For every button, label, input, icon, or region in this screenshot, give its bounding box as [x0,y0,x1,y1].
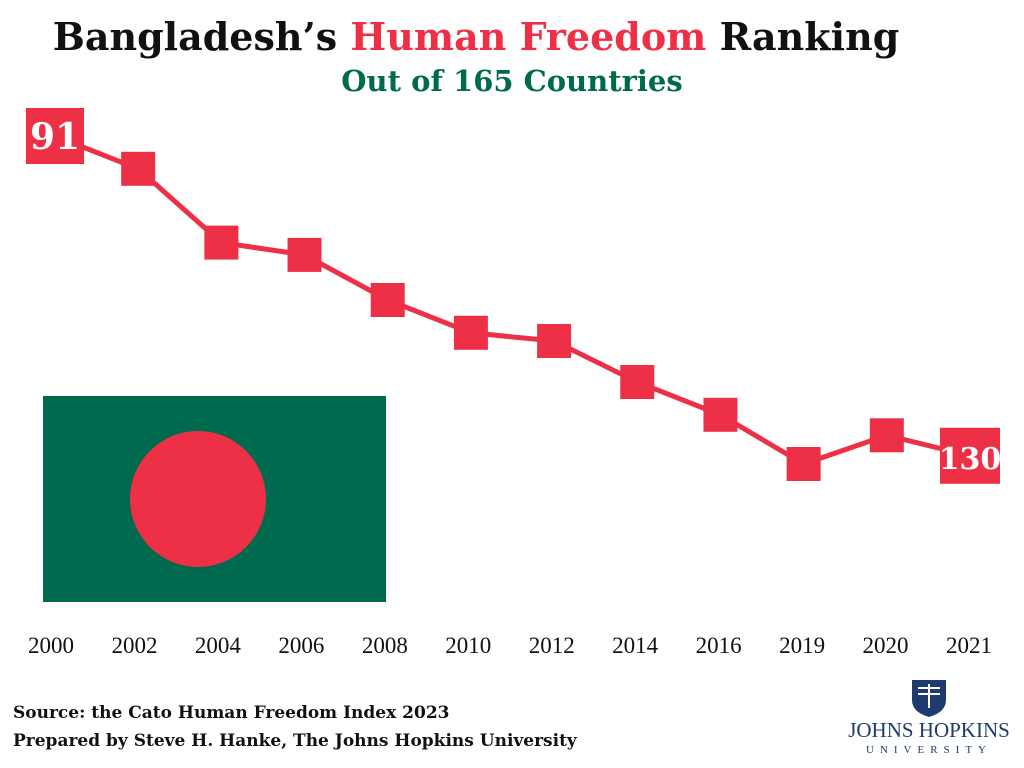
data-point-2014 [620,365,655,399]
x-tick-label-2004: 2004 [195,633,242,658]
title-part-1: Bangladesh’s [52,14,351,59]
x-tick-label-2008: 2008 [362,633,408,658]
x-tick-label-2010: 2010 [445,633,491,658]
x-tick-label-2019: 2019 [779,633,825,658]
data-point-2019 [786,447,821,481]
x-tick-label-2006: 2006 [278,633,324,658]
x-tick-label-2002: 2002 [111,633,157,658]
university-shield-icon [912,680,946,717]
data-point-2016 [703,397,738,432]
data-point-2000 [26,108,84,164]
x-tick-label-2012: 2012 [529,633,575,658]
x-axis-ticks: 2000 2002 2004 2006 2008 2010 2012 2014 2016 2019… [28,633,992,658]
x-tick-label-2021: 2021 [946,633,992,658]
logo-subtitle: UNIVERSITY [866,744,992,756]
data-label-2000: 91 [30,116,80,158]
title-part-2: Ranking [706,14,900,59]
x-tick-label-2014: 2014 [612,633,659,658]
source-note: Source: the Cato Human Freedom Index 202… [13,703,450,723]
data-point-2002 [121,151,156,186]
prepared-by-note: Prepared by Steve H. Hanke, The Johns Ho… [13,731,577,751]
data-label-2021: 130 [939,442,1002,477]
x-tick-label-2020: 2020 [863,633,909,658]
title-highlight: Human Freedom [350,14,707,59]
data-point-2008 [370,283,405,317]
data-point-2004 [204,225,239,260]
series-layer: 91 130 [26,108,1001,484]
x-tick-label-2016: 2016 [696,633,742,658]
data-point-2020 [869,418,904,453]
logo-name: JOHNS HOPKINS [848,718,1010,742]
data-point-2010 [453,315,488,350]
data-point-2012 [537,324,572,358]
x-tick-label-2000: 2000 [28,633,74,658]
data-point-2021 [940,427,1000,484]
chart-title: Bangladesh’s Human Freedom Ranking [0,14,952,59]
flag-red-disc [130,431,266,567]
chart-subtitle: Out of 165 Countries [341,64,683,98]
bangladesh-flag-icon [43,396,386,602]
data-point-2006 [287,237,322,272]
shield-detail [918,684,940,708]
johns-hopkins-logo: JOHNS HOPKINS UNIVERSITY [846,678,1012,764]
